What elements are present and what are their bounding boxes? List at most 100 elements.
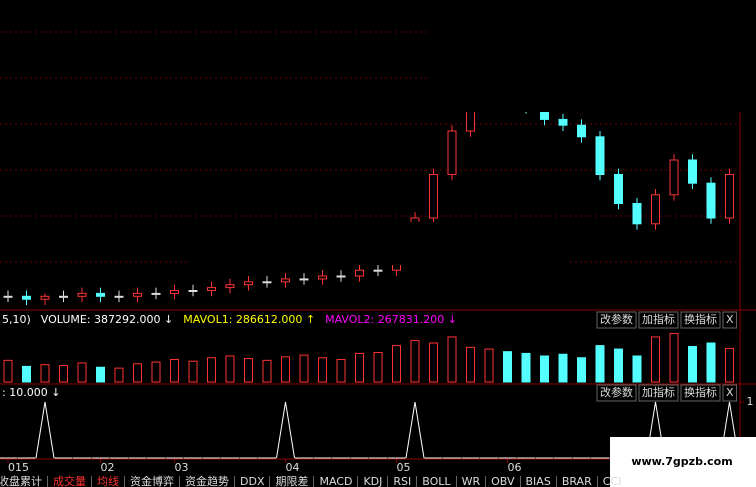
volume-bar xyxy=(595,345,605,383)
indicator-label: VOLUME: 387292.000 ↓ xyxy=(41,313,173,326)
candle-body xyxy=(299,278,309,281)
tab[interactable]: 均线 xyxy=(91,476,124,487)
volume-bar xyxy=(3,359,13,383)
button[interactable] xyxy=(596,384,637,402)
tab[interactable]: WR xyxy=(455,476,486,487)
x-tick-label: 015 xyxy=(8,461,29,474)
button-label[interactable]: 加指标 xyxy=(642,385,675,399)
tab[interactable]: 成交量 xyxy=(47,476,91,487)
watermark: www.7gpzb.com xyxy=(631,455,732,468)
button-label[interactable]: X xyxy=(726,386,734,399)
volume-bar xyxy=(688,345,697,383)
spike xyxy=(35,401,55,459)
candle-body xyxy=(595,136,605,176)
tab[interactable]: OBV xyxy=(485,476,519,487)
volume-bar xyxy=(410,339,420,383)
volume-bar xyxy=(207,357,216,383)
candle-body xyxy=(225,284,235,289)
volume-bar xyxy=(577,357,586,383)
candle-body xyxy=(96,292,105,297)
tab[interactable]: CCI xyxy=(596,476,627,487)
tab[interactable]: 资金趋势 xyxy=(179,476,234,487)
volume-bar xyxy=(651,336,660,383)
candle-body xyxy=(558,118,568,126)
candle-body xyxy=(651,194,660,225)
tab-bar: 收盘累计 成交量 均线 资金博弈 资金趋势 DDX 期限差 MACD KDJ RSI BOLL WR O… xyxy=(0,476,626,487)
candle-body xyxy=(133,292,142,297)
volume-bar xyxy=(429,342,438,383)
volume-bar xyxy=(447,336,457,383)
candle-body xyxy=(244,281,253,286)
button[interactable] xyxy=(638,384,679,402)
button[interactable] xyxy=(680,311,721,329)
volume-bar xyxy=(281,356,290,383)
button[interactable] xyxy=(722,311,738,329)
volume-bar xyxy=(336,358,346,383)
tab[interactable]: BIAS xyxy=(519,476,556,487)
button[interactable] xyxy=(596,311,637,329)
candle-body xyxy=(355,269,364,277)
volume-bar xyxy=(225,355,235,383)
x-tick-label: 02 xyxy=(101,461,115,474)
volume-bar xyxy=(262,359,272,383)
candle-body xyxy=(281,278,290,283)
volume-bar xyxy=(114,367,124,383)
volume-bar xyxy=(244,358,253,383)
indicator-label: MAVOL2: 267831.200 ↓ xyxy=(325,313,457,326)
candle-body xyxy=(725,174,734,219)
tab[interactable]: 收盘累计 xyxy=(0,476,47,487)
volume-bar xyxy=(558,353,568,383)
button[interactable] xyxy=(638,311,679,329)
tab[interactable]: BRAR xyxy=(555,476,597,487)
volume-bar xyxy=(614,348,623,383)
candle-body xyxy=(318,275,327,280)
volume-bar xyxy=(632,355,642,383)
tab[interactable]: BOLL xyxy=(416,476,455,487)
volume-bar xyxy=(355,352,364,383)
tab[interactable]: MACD xyxy=(313,476,357,487)
volume-bar xyxy=(669,332,679,383)
button-label[interactable]: 改参数 xyxy=(600,312,633,326)
volume-bar xyxy=(96,366,105,383)
button-label[interactable]: 换指标 xyxy=(684,312,717,326)
volume-bar xyxy=(318,357,327,383)
volume-bar xyxy=(59,365,68,383)
button[interactable] xyxy=(722,384,738,402)
candle-body xyxy=(373,269,383,272)
volume-bar xyxy=(299,354,309,383)
tab[interactable]: 期限差 xyxy=(269,476,313,487)
button-label[interactable]: X xyxy=(726,313,734,326)
volume-bar xyxy=(22,365,31,383)
volume-bar xyxy=(392,345,401,383)
tab[interactable]: KDJ xyxy=(357,476,387,487)
candle-body xyxy=(151,292,161,295)
candle-body xyxy=(114,295,124,298)
x-tick-label: 04 xyxy=(286,461,300,474)
tab[interactable]: DDX xyxy=(234,476,269,487)
button-label[interactable]: 加指标 xyxy=(642,312,675,326)
candle-body xyxy=(336,275,346,278)
candle-body xyxy=(77,292,87,297)
volume-bar xyxy=(540,355,549,383)
volume-bar xyxy=(373,352,383,383)
candle-body xyxy=(3,295,13,298)
watermark-box xyxy=(610,437,756,487)
candle-body xyxy=(669,159,679,196)
tab[interactable]: 资金博弈 xyxy=(124,476,179,487)
indicator-label: : 10.000 ↓ xyxy=(2,386,60,399)
candle-body xyxy=(22,295,31,300)
button[interactable] xyxy=(680,384,721,402)
volume-bar xyxy=(725,347,734,383)
candle-body xyxy=(59,295,68,298)
x-tick-label: 06 xyxy=(508,461,522,474)
volume-bar xyxy=(706,342,716,383)
mask xyxy=(428,0,756,112)
candle-body xyxy=(632,203,642,225)
tab[interactable]: RSI xyxy=(387,476,416,487)
candle-body xyxy=(207,287,216,292)
button-label[interactable]: 换指标 xyxy=(684,385,717,399)
button-label[interactable]: 改参数 xyxy=(600,385,633,399)
candle-body xyxy=(577,124,586,138)
indicator-label: MAVOL1: 286612.000 ↑ xyxy=(183,313,315,326)
